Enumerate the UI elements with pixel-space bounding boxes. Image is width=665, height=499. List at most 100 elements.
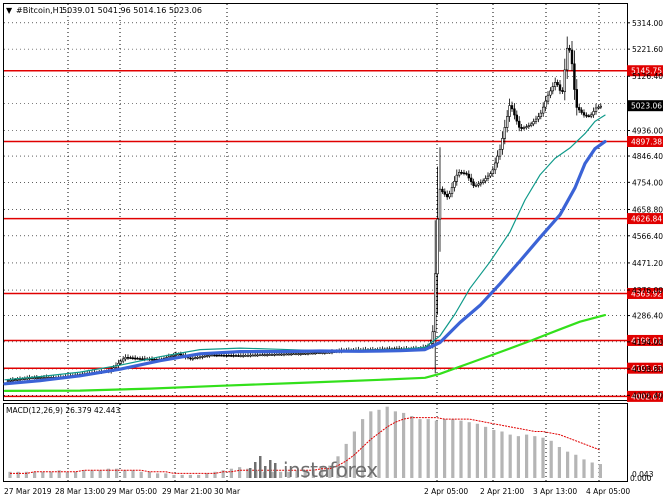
macd-histogram-bar — [434, 420, 438, 478]
candle-body — [496, 155, 499, 164]
candle-body — [213, 354, 216, 357]
candle-body — [297, 353, 300, 355]
candle-body — [443, 191, 446, 195]
candle-body — [551, 86, 555, 92]
macd-histogram-bar — [500, 431, 504, 478]
macd-histogram-bar — [369, 411, 373, 478]
candle-body — [313, 352, 317, 355]
macd-histogram-bar — [336, 456, 340, 478]
candle-body — [597, 106, 600, 109]
candle-body — [119, 360, 123, 364]
macd-histogram-bar — [82, 470, 86, 478]
macd-histogram-bar — [475, 423, 479, 478]
time-tick-label: 4 Apr 05:00 — [586, 487, 630, 496]
macd-histogram-bar — [106, 468, 110, 478]
candle-body — [304, 352, 307, 355]
candle-body — [472, 181, 475, 186]
candle-body — [196, 356, 199, 359]
candle-body — [191, 357, 194, 360]
price-tick-label: 5126.40 — [632, 72, 663, 81]
macd-histogram-bar — [221, 470, 225, 478]
candle-body — [179, 353, 182, 356]
candle-body — [448, 193, 451, 198]
candle-body — [503, 127, 506, 139]
candle-body — [282, 353, 286, 356]
macd-histogram-bar — [295, 470, 299, 478]
macd-histogram-bar — [213, 471, 217, 478]
candle-body — [138, 358, 142, 360]
candle-body — [122, 358, 125, 362]
candle-body — [553, 82, 557, 87]
candle-body — [289, 353, 293, 356]
macd-histogram-bar — [270, 471, 274, 478]
macd-histogram-bar — [188, 474, 192, 478]
candle-body — [232, 355, 235, 357]
candle-body — [201, 356, 204, 358]
level-price-label: 5145.75 — [631, 67, 662, 76]
candle-body — [239, 355, 242, 357]
candle-body — [37, 377, 41, 379]
candle-body — [508, 105, 511, 117]
candle-body — [287, 353, 290, 356]
candle-body — [484, 178, 487, 182]
candle-body — [455, 174, 458, 182]
candle-body — [150, 358, 154, 361]
macd-indicator — [8, 406, 602, 478]
candle-body — [141, 358, 144, 360]
candle-body — [210, 354, 214, 357]
candle-body — [206, 355, 209, 357]
price-tick-label: 5221.60 — [632, 45, 663, 54]
time-tick-label: 2 Apr 05:00 — [424, 487, 468, 496]
candle-body — [292, 353, 295, 356]
candle-body — [529, 123, 533, 126]
moving-averages — [3, 114, 607, 392]
level-price-tag — [627, 213, 663, 225]
candle-body — [261, 354, 264, 357]
moving-average-line — [3, 140, 607, 386]
logo-mark — [259, 456, 262, 478]
macd-histogram-bar — [541, 437, 545, 478]
time-tick-label: 29 Mar 05:00 — [107, 487, 157, 496]
candle-body — [21, 378, 24, 381]
macd-axis-zero-label: 0.000 — [630, 474, 652, 483]
candle-body — [520, 127, 523, 129]
macd-histogram-bar — [180, 474, 184, 478]
candle-body — [575, 89, 579, 108]
candle-body — [556, 82, 559, 86]
candle-body — [436, 218, 439, 275]
candle-body — [306, 352, 310, 355]
instaforex-logo: instaforex — [249, 456, 379, 482]
candle-body — [311, 352, 314, 355]
macd-histogram-bar — [484, 426, 488, 478]
candle-body — [577, 107, 581, 111]
symbol-label: #Bitcoin,H1 — [16, 6, 64, 15]
macd-histogram-bar — [90, 470, 94, 478]
candle-body — [498, 148, 502, 157]
candle-body — [522, 127, 526, 129]
macd-histogram-bar — [65, 471, 69, 478]
candle-body — [136, 357, 139, 360]
candle-body — [565, 47, 569, 71]
macd-histogram-bar — [164, 473, 168, 478]
collapse-arrow-icon[interactable]: ▼ — [6, 6, 13, 15]
candle-body — [570, 49, 574, 65]
watermark-text: instaforex — [283, 458, 378, 482]
level-price-tag — [627, 135, 663, 147]
macd-histogram-bar — [402, 412, 406, 478]
candle-body — [265, 354, 269, 356]
macd-histogram-bar — [443, 419, 447, 478]
candle-body — [587, 115, 591, 117]
macd-histogram-bar — [385, 406, 389, 478]
candle-body — [469, 177, 473, 183]
macd-histogram-bar — [287, 471, 291, 478]
candle-body — [445, 194, 449, 198]
vertical-gridlines — [67, 4, 600, 481]
candle-body — [126, 357, 130, 359]
candle-body — [237, 355, 240, 357]
price-tick-label: 4754.00 — [632, 178, 663, 187]
candle-body — [544, 100, 547, 108]
macd-histogram-bar — [57, 470, 61, 478]
candle-body — [218, 354, 221, 357]
candle-body — [285, 353, 288, 356]
